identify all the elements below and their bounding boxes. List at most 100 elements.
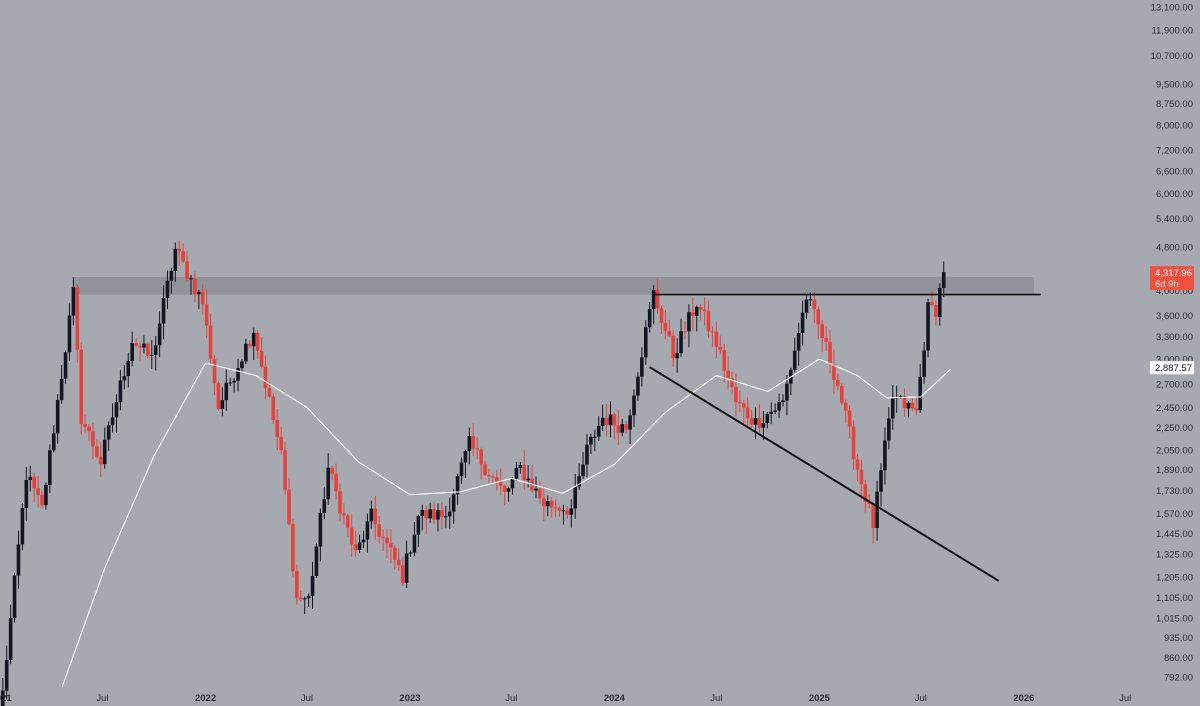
candle[interactable] [416, 514, 421, 547]
candle[interactable] [24, 466, 29, 521]
candle[interactable] [326, 453, 331, 505]
candle[interactable] [451, 488, 456, 524]
candle[interactable] [228, 377, 232, 387]
candle[interactable] [573, 473, 578, 519]
candle[interactable] [16, 530, 21, 589]
candle[interactable] [134, 338, 138, 348]
candle[interactable] [534, 476, 538, 499]
candle[interactable] [898, 394, 903, 399]
candle[interactable] [487, 468, 491, 484]
candle[interactable] [820, 319, 824, 353]
candle[interactable] [510, 477, 515, 495]
candle[interactable] [577, 463, 581, 490]
candle[interactable] [616, 410, 621, 446]
candle[interactable] [99, 441, 103, 478]
candle[interactable] [177, 240, 182, 266]
candle[interactable] [890, 384, 895, 430]
candle[interactable] [318, 508, 323, 562]
candle[interactable] [792, 337, 797, 373]
candle[interactable] [875, 480, 879, 541]
candle[interactable] [48, 444, 52, 494]
candle[interactable] [538, 481, 542, 504]
candle[interactable] [514, 461, 519, 481]
candle[interactable] [471, 423, 476, 457]
candle[interactable] [871, 502, 875, 544]
candle[interactable] [847, 405, 852, 439]
candle[interactable] [369, 500, 374, 529]
candle[interactable] [855, 454, 860, 482]
candle[interactable] [498, 468, 503, 495]
candle[interactable] [440, 502, 444, 529]
candle[interactable] [585, 434, 589, 478]
candle[interactable] [302, 596, 307, 614]
candle[interactable] [424, 505, 429, 534]
candle[interactable] [322, 487, 327, 520]
candle[interactable] [244, 338, 248, 364]
candle[interactable] [475, 436, 479, 460]
candle[interactable] [1, 677, 5, 706]
candle[interactable] [483, 460, 487, 477]
candle[interactable] [412, 521, 417, 557]
candle[interactable] [153, 336, 158, 371]
candle[interactable] [193, 271, 197, 303]
candle[interactable] [255, 330, 260, 360]
moving-average-line[interactable] [61, 358, 951, 687]
candle[interactable] [310, 561, 315, 609]
candle[interactable] [491, 473, 495, 484]
candle[interactable] [122, 365, 127, 390]
candle[interactable] [197, 289, 201, 310]
candle[interactable] [393, 544, 397, 570]
candle[interactable] [941, 261, 946, 298]
candle[interactable] [683, 320, 687, 340]
candle[interactable] [542, 486, 546, 521]
candle[interactable] [796, 322, 801, 366]
candle[interactable] [926, 298, 930, 358]
candle[interactable] [851, 420, 856, 471]
candle[interactable] [408, 550, 413, 557]
candle[interactable] [530, 465, 534, 493]
candle[interactable] [557, 506, 562, 517]
candle[interactable] [506, 486, 511, 502]
candle[interactable] [216, 381, 221, 411]
candle[interactable] [624, 420, 628, 434]
candle[interactable] [675, 338, 679, 373]
candle[interactable] [444, 505, 448, 529]
candle[interactable] [220, 387, 225, 417]
candle[interactable] [357, 534, 362, 554]
candle[interactable] [334, 463, 338, 500]
candle[interactable] [918, 363, 923, 414]
candle[interactable] [389, 528, 393, 564]
candle[interactable] [902, 388, 907, 417]
candle[interactable] [773, 403, 777, 415]
candle[interactable] [859, 460, 864, 500]
candle[interactable] [843, 399, 848, 424]
candle[interactable] [832, 349, 836, 395]
candle[interactable] [247, 340, 252, 350]
candle[interactable] [298, 590, 303, 602]
candle[interactable] [691, 297, 695, 331]
candle[interactable] [914, 395, 919, 416]
candle[interactable] [87, 423, 91, 442]
candle[interactable] [436, 503, 440, 532]
candle[interactable] [863, 479, 868, 513]
candle[interactable] [600, 404, 605, 432]
candle[interactable] [338, 483, 342, 522]
candle[interactable] [714, 321, 719, 359]
resistance-zone[interactable] [73, 277, 1034, 295]
candle[interactable] [804, 293, 809, 319]
candle[interactable] [612, 412, 617, 440]
candle[interactable] [295, 564, 299, 606]
candle[interactable] [467, 427, 472, 465]
candle[interactable] [589, 433, 593, 455]
candle[interactable] [769, 402, 774, 425]
candle[interactable] [361, 530, 366, 549]
candle[interactable] [95, 439, 99, 459]
candle[interactable] [593, 429, 597, 452]
candle[interactable] [377, 516, 381, 544]
candle[interactable] [110, 403, 115, 433]
candle[interactable] [259, 337, 264, 369]
candle[interactable] [20, 503, 25, 551]
candle[interactable] [330, 465, 334, 481]
